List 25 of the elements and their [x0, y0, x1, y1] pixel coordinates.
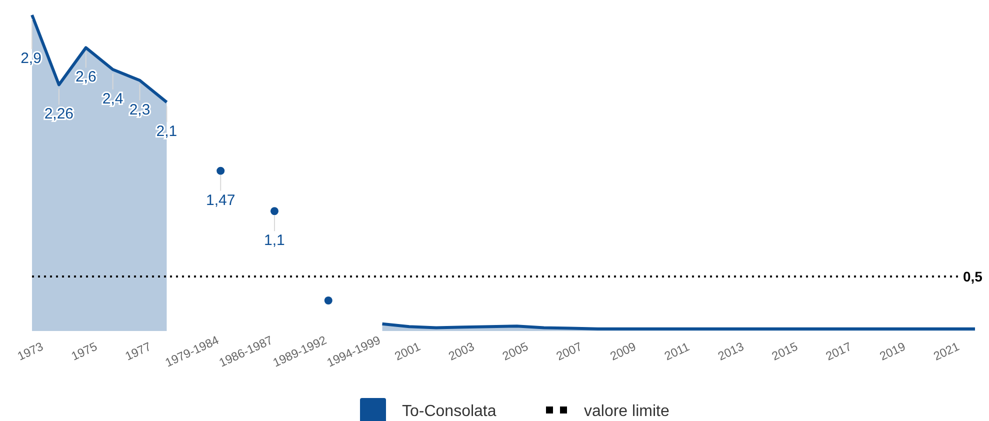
data-label: 2,4 [102, 90, 124, 108]
data-label: 2,3 [129, 101, 150, 118]
legend-label: To-Consolata [402, 403, 496, 420]
data-label: 2,26 [44, 106, 74, 123]
x-tick-label: 1977 [123, 339, 154, 364]
x-tick-label: 2011 [662, 339, 692, 364]
data-label: 2,9 [20, 50, 42, 67]
data-label: 1,1 [264, 232, 285, 250]
text: 0,5 [963, 268, 983, 285]
x-tick-label: 2019 [877, 339, 908, 364]
x-tick-label: 1975 [69, 339, 100, 364]
data-label: 2,6 [75, 68, 96, 86]
x-tick-label: 2007 [554, 339, 585, 364]
x-tick-label: 1973 [15, 339, 46, 364]
x-tick-label: 2005 [500, 339, 531, 364]
data-label: 1,47 [206, 192, 236, 209]
x-tick-label: 2017 [824, 339, 854, 364]
data-label: 2,1 [156, 123, 178, 140]
x-tick-label: 2021 [931, 339, 962, 364]
x-tick-label: 2003 [446, 339, 477, 364]
legend-label: valore limite [584, 403, 670, 420]
x-tick-label: 2015 [770, 339, 800, 364]
x-tick-label: 2001 [392, 339, 423, 364]
x-tick-label: 2009 [608, 339, 638, 364]
x-tick-label: 2013 [716, 339, 746, 364]
